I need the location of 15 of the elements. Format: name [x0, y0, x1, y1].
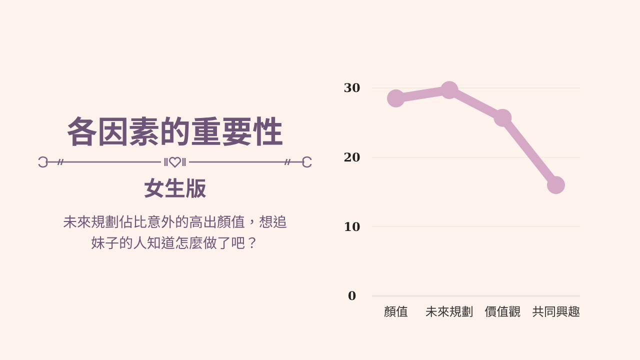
y-tick-label: 20 [344, 150, 360, 165]
text: 未來規劃佔比意外的高出顏值，想追妹子的人知道怎麼做了吧？ [63, 212, 287, 253]
point [494, 108, 512, 127]
point [387, 89, 405, 108]
x-tick-label: 顏值 [384, 303, 408, 320]
x-tick-label: 共同興趣 [532, 303, 580, 320]
x-tick-label: 價值觀 [484, 303, 521, 320]
text: 女生版 [144, 173, 206, 203]
x-tick-label: 未來規劃 [425, 303, 474, 320]
y-tick-label: 0 [348, 289, 356, 304]
point [547, 176, 565, 194]
text: 各因素的重要性 [66, 107, 284, 152]
y-tick-label: 30 [344, 81, 360, 96]
y-tick-label: 10 [344, 220, 360, 234]
point [440, 81, 458, 100]
